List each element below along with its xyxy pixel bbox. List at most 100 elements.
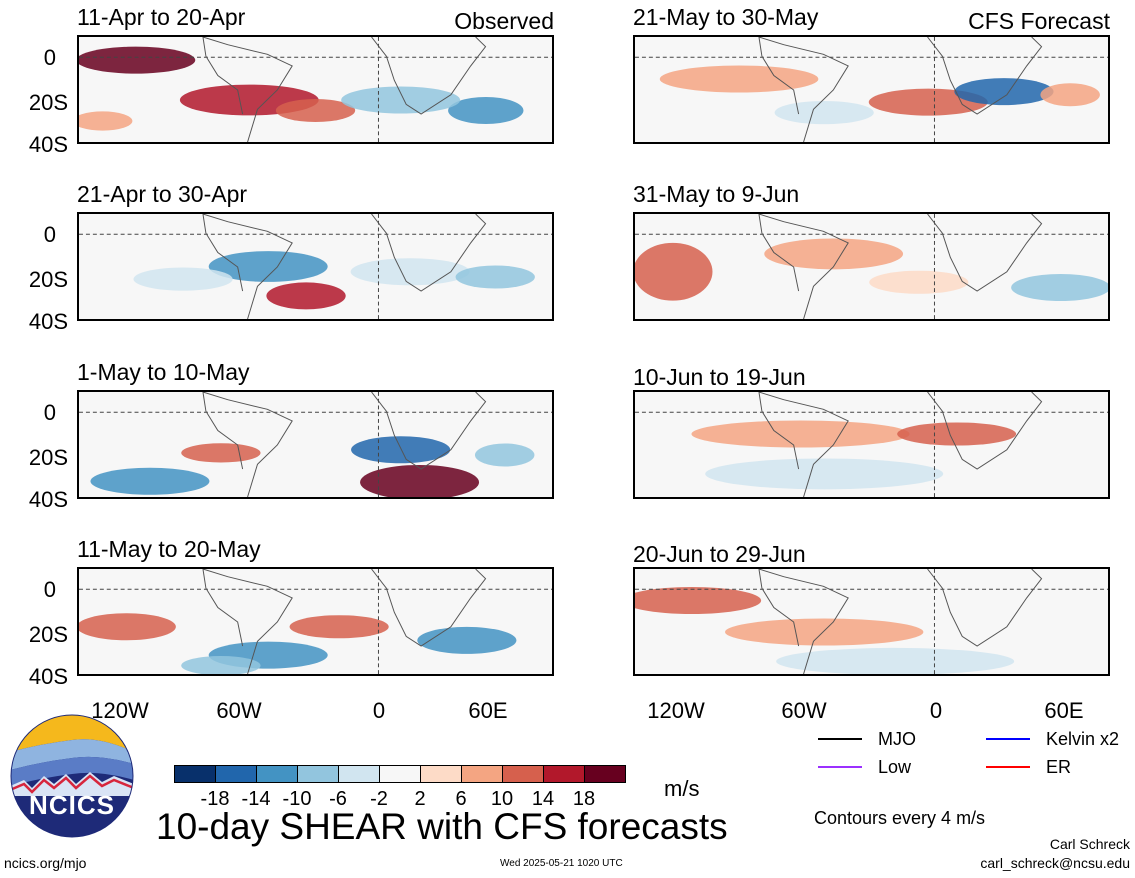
shear-anomaly-region — [776, 647, 1015, 674]
shear-anomaly-region — [181, 443, 261, 463]
shear-anomaly-region — [725, 618, 924, 646]
colorbar-swatch — [338, 765, 380, 783]
x-tick-label: 60W — [216, 698, 262, 723]
panel-title: 21-May to 30-May — [633, 4, 819, 30]
y-tick-label: 0 — [43, 577, 56, 602]
x-tick-label: 60W — [781, 698, 827, 723]
shear-anomaly-region — [635, 242, 713, 301]
coastline-south-america — [758, 37, 849, 142]
coastline-south-america — [758, 392, 849, 497]
shear-anomaly-region — [360, 464, 480, 497]
x-tick-label: 60E — [468, 698, 508, 723]
panel-title: 11-Apr to 20-Apr — [77, 4, 246, 30]
coastline-africa — [371, 392, 487, 470]
shear-anomaly-region — [659, 65, 819, 93]
shear-anomaly-region — [90, 467, 210, 495]
shear-anomaly-region — [954, 78, 1054, 106]
colorbar-tick-label: 2 — [414, 788, 426, 810]
timestamp: Wed 2025-05-21 1020 UTC — [500, 858, 623, 869]
forecast-label: CFS Forecast — [968, 8, 1110, 34]
map-panel-forecast-1 — [633, 35, 1110, 144]
legend-line-mjo — [818, 738, 862, 740]
y-tick-label: 0 — [43, 222, 56, 247]
shear-anomaly-region — [417, 626, 517, 654]
y-tick-label: 20S — [28, 267, 68, 292]
main-title: 10-day SHEAR with CFS forecasts — [156, 806, 728, 847]
colorbar-swatch — [420, 765, 462, 783]
colorbar-swatch — [461, 765, 503, 783]
shear-anomaly-region — [897, 422, 1017, 446]
colorbar-tick-label: 6 — [455, 788, 467, 810]
shear-anomaly-region — [79, 111, 133, 131]
panel-title: 21-Apr to 30-Apr — [77, 181, 248, 207]
panel-title: 11-May to 20-May — [77, 536, 261, 562]
legend-label-kelvin: Kelvin x2 — [1046, 729, 1120, 749]
y-tick-label: 20S — [28, 90, 68, 115]
coastline-south-america — [202, 214, 293, 319]
colorbar-tick-label: -18 — [200, 788, 230, 810]
legend-line-kelvin — [986, 738, 1030, 740]
colorbar-swatch — [584, 765, 626, 783]
panel-title: 20-Jun to 29-Jun — [633, 541, 806, 567]
colorbar-swatch — [543, 765, 585, 783]
shear-anomaly-region — [79, 613, 176, 641]
shear-anomaly-region — [774, 101, 874, 125]
y-tick-label: 40S — [28, 664, 68, 689]
map-panel-observed-1 — [77, 35, 554, 144]
shear-anomaly-region — [448, 97, 524, 124]
colorbar-swatch — [174, 765, 216, 783]
legend-label-mjo: MJO — [878, 729, 916, 749]
colorbar-tick-label: -10 — [282, 788, 312, 810]
map-panel-forecast-3 — [633, 390, 1110, 499]
shear-anomaly-region — [691, 420, 910, 448]
y-tick-label: 40S — [28, 132, 68, 157]
legend-line-er — [986, 766, 1030, 768]
coastline-south-america — [202, 37, 293, 142]
coastline-africa — [371, 569, 487, 647]
colorbar-tick-label: 10 — [490, 788, 514, 810]
colorbar-swatch — [502, 765, 544, 783]
panel-title: 10-Jun to 19-Jun — [633, 364, 806, 390]
y-tick-label: 40S — [28, 487, 68, 512]
y-tick-label: 40S — [28, 309, 68, 334]
x-tick-label: 60E — [1044, 698, 1084, 723]
logo-text: NCICS — [29, 790, 115, 820]
shear-anomaly-region — [869, 270, 969, 294]
colorbar-swatch — [297, 765, 339, 783]
colorbar-tick-label: -14 — [241, 788, 271, 810]
shear-anomaly-region — [705, 458, 944, 490]
x-tick-label: 120W — [647, 698, 705, 723]
coastline-africa — [371, 214, 487, 292]
shear-anomaly-region — [1011, 274, 1108, 301]
colorbar-units: m/s — [664, 776, 700, 801]
coastline-africa — [927, 37, 1043, 115]
y-tick-label: 0 — [43, 45, 56, 70]
author-name: Carl Schreck — [1049, 836, 1130, 852]
shear-anomaly-region — [181, 655, 261, 674]
colorbar-tick-label: 18 — [572, 788, 596, 810]
y-tick-label: 0 — [43, 400, 56, 425]
coastline-south-america — [758, 569, 849, 674]
coastline-south-america — [758, 214, 849, 319]
x-tick-label: 0 — [372, 698, 386, 723]
shear-anomaly-region — [275, 98, 356, 123]
map-panel-forecast-4 — [633, 567, 1110, 676]
shear-anomaly-region — [133, 267, 233, 291]
panel-title: 1-May to 10-May — [77, 359, 250, 385]
shear-anomaly-region — [764, 238, 904, 270]
coastline-africa — [927, 569, 1043, 647]
coastline-africa — [927, 214, 1043, 292]
shear-anomaly-region — [79, 46, 196, 74]
shear-anomaly-region — [351, 436, 451, 464]
shear-anomaly-region — [266, 282, 346, 310]
y-tick-label: 20S — [28, 445, 68, 470]
map-panel-observed-3 — [77, 390, 554, 499]
shear-anomaly-region — [289, 615, 389, 639]
coastline-africa — [371, 37, 487, 115]
shear-anomaly-region — [341, 86, 461, 114]
x-tick-label: 120W — [91, 698, 149, 723]
ncics-logo — [10, 714, 134, 838]
contour-note: Contours every 4 m/s — [814, 808, 986, 828]
shear-anomaly-region — [208, 251, 328, 282]
coastline-africa — [927, 392, 1043, 470]
